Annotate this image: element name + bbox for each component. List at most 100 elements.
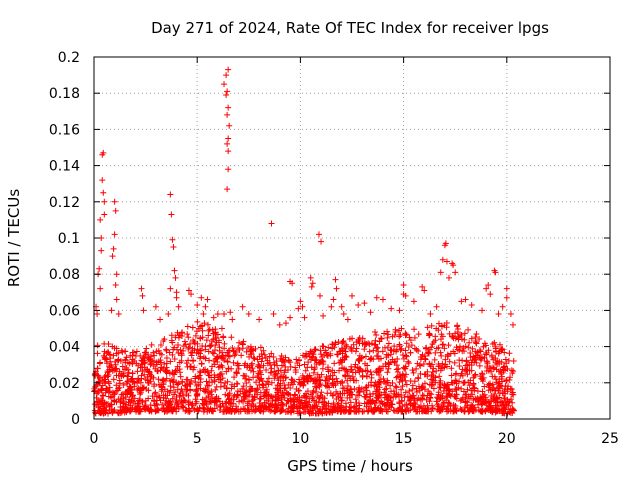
band-point bbox=[407, 407, 414, 414]
data-point bbox=[245, 311, 252, 318]
band-point bbox=[184, 381, 191, 388]
band-point bbox=[420, 361, 427, 368]
band-point bbox=[373, 345, 380, 352]
band-point bbox=[256, 381, 263, 388]
band-point bbox=[183, 407, 190, 414]
band-point bbox=[101, 340, 108, 347]
band-point bbox=[392, 393, 399, 400]
data-point bbox=[276, 321, 283, 328]
data-point bbox=[462, 296, 469, 303]
band-point bbox=[160, 337, 167, 344]
band-point bbox=[461, 336, 468, 343]
data-point bbox=[171, 267, 178, 274]
band-point bbox=[142, 376, 149, 383]
band-point bbox=[507, 385, 514, 392]
band-point bbox=[161, 408, 168, 415]
data-point bbox=[173, 289, 180, 296]
band-point bbox=[242, 375, 249, 382]
band-point bbox=[254, 386, 261, 393]
band-point bbox=[413, 388, 420, 395]
band-point bbox=[411, 378, 418, 385]
band-point bbox=[489, 353, 496, 360]
band-point bbox=[261, 399, 268, 406]
y-tick-labels: 0 0.02 0.04 0.06 0.08 0.1 0.12 0.14 0.16 0.18 0.2 bbox=[49, 50, 80, 428]
data-point bbox=[96, 265, 103, 272]
band-point bbox=[368, 371, 375, 378]
band-point bbox=[443, 394, 450, 401]
band-point bbox=[334, 378, 341, 385]
band-point bbox=[231, 374, 238, 381]
band-point bbox=[284, 367, 291, 374]
band-point bbox=[451, 350, 458, 357]
band-point bbox=[337, 390, 344, 397]
data-point bbox=[188, 291, 195, 298]
band-point bbox=[194, 408, 201, 415]
band-point bbox=[216, 398, 223, 405]
band-point bbox=[441, 382, 448, 389]
band-point bbox=[299, 372, 306, 379]
band-point bbox=[102, 389, 109, 396]
band-point bbox=[106, 388, 113, 395]
data-point bbox=[210, 314, 217, 321]
band-point bbox=[434, 401, 441, 408]
band-point bbox=[443, 324, 450, 331]
data-point bbox=[287, 314, 294, 321]
band-point bbox=[439, 392, 446, 399]
band-point bbox=[469, 408, 476, 415]
band-point bbox=[375, 355, 382, 362]
band-point bbox=[466, 406, 473, 413]
band-point bbox=[495, 383, 502, 390]
band-point bbox=[234, 388, 241, 395]
band-point bbox=[467, 377, 474, 384]
band-point bbox=[168, 332, 175, 339]
band-point bbox=[424, 349, 431, 356]
band-point bbox=[453, 380, 460, 387]
band-point bbox=[367, 405, 374, 412]
band-point bbox=[509, 399, 516, 406]
data-point bbox=[315, 231, 322, 238]
band-point bbox=[139, 368, 146, 375]
band-point bbox=[436, 408, 443, 415]
data-point bbox=[483, 285, 490, 292]
band-point bbox=[443, 405, 450, 412]
band-point bbox=[204, 321, 211, 328]
band-point bbox=[293, 356, 300, 363]
band-point bbox=[120, 382, 127, 389]
band-point bbox=[197, 385, 204, 392]
band-point bbox=[120, 372, 127, 379]
band-point bbox=[390, 388, 397, 395]
band-point bbox=[464, 371, 471, 378]
band-point bbox=[411, 334, 418, 341]
band-point bbox=[139, 398, 146, 405]
band-point bbox=[184, 323, 191, 330]
data-point bbox=[268, 220, 275, 227]
band-point bbox=[285, 357, 292, 364]
band-point bbox=[240, 372, 247, 379]
band-point bbox=[175, 403, 182, 410]
band-point bbox=[168, 376, 175, 383]
data-point bbox=[442, 240, 449, 247]
y-tick-label: 0.1 bbox=[58, 231, 80, 247]
data-point bbox=[101, 211, 108, 218]
data-point bbox=[111, 198, 118, 205]
band-point bbox=[436, 407, 443, 414]
band-point bbox=[311, 347, 318, 354]
band-point bbox=[160, 366, 167, 373]
data-point bbox=[140, 307, 147, 314]
y-tick-label: 0.08 bbox=[49, 267, 80, 283]
band-point bbox=[110, 376, 117, 383]
data-point bbox=[225, 135, 232, 142]
band-point bbox=[151, 398, 158, 405]
band-point bbox=[329, 367, 336, 374]
band-point bbox=[241, 394, 248, 401]
band-point bbox=[453, 370, 460, 377]
data-point bbox=[111, 231, 118, 238]
band-point bbox=[372, 329, 379, 336]
data-point bbox=[168, 211, 175, 218]
band-point bbox=[449, 333, 456, 340]
band-point bbox=[482, 400, 489, 407]
band-point bbox=[452, 335, 459, 342]
band-point bbox=[342, 341, 349, 348]
band-point bbox=[441, 364, 448, 371]
band-point bbox=[338, 402, 345, 409]
